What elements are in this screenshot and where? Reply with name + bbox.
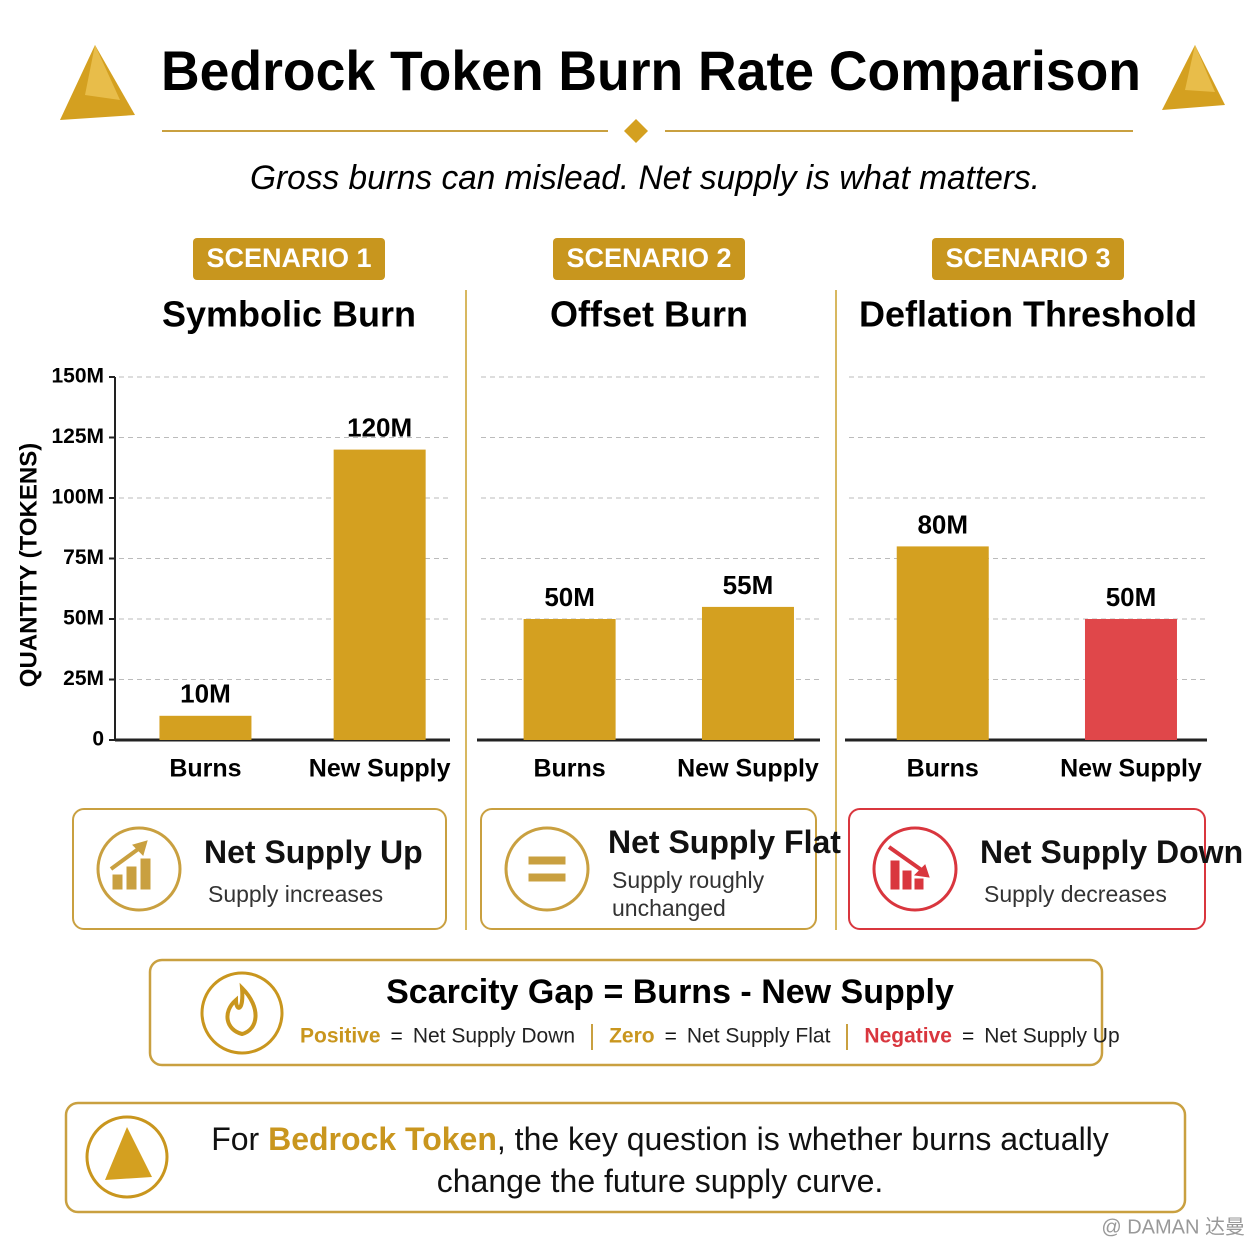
value-label: 55M	[723, 570, 774, 600]
footer-text: For Bedrock Token, the key question is w…	[180, 1118, 1140, 1202]
y-tick-label: 0	[92, 728, 104, 751]
panel-title: Deflation Threshold	[859, 294, 1197, 335]
value-label: 80M	[917, 509, 968, 539]
x-tick-label: Burns	[169, 755, 241, 783]
legend-eq: =	[961, 1024, 975, 1048]
legend-eq: =	[664, 1024, 677, 1048]
outcome-title: Net Supply Up	[204, 834, 423, 870]
legend-separator	[846, 1024, 849, 1050]
x-tick-label: New Supply	[309, 755, 451, 783]
badge-bg	[932, 238, 1124, 280]
outcome-icon	[96, 826, 182, 912]
value-label: 120M	[347, 412, 412, 442]
legend-term: Positive	[300, 1024, 381, 1048]
value-label: 50M	[544, 582, 595, 612]
outcome-title: Net Supply Flat	[608, 824, 841, 860]
legend-term: Negative	[864, 1024, 952, 1048]
value-label: 10M	[180, 679, 231, 709]
outcome-icon	[872, 826, 958, 912]
outcome-text: Supply increases	[208, 881, 384, 907]
x-tick-label: New Supply	[1060, 755, 1202, 783]
logo-left	[60, 45, 135, 120]
subtitle: Gross burns can mislead. Net supply is w…	[250, 159, 1040, 197]
outcome-text: Supply roughly unchanged	[612, 867, 765, 921]
legend-separator	[591, 1024, 594, 1050]
bar	[523, 619, 616, 740]
y-tick-label: 75M	[63, 546, 104, 569]
value-label: 50M	[1106, 582, 1157, 612]
legend-meaning: Net Supply Flat	[686, 1024, 831, 1048]
footer-highlight: Bedrock Token	[268, 1121, 497, 1157]
footer-icon	[85, 1115, 169, 1199]
logo-right	[1162, 45, 1225, 110]
formula-box	[148, 958, 1104, 1067]
footer-box	[64, 1101, 1187, 1214]
y-tick-label: 150M	[51, 365, 104, 388]
outcome-box: Net Supply Flat Supply roughly unchanged	[480, 808, 841, 930]
legend-term: Zero	[609, 1024, 655, 1048]
x-tick-label: New Supply	[677, 755, 819, 783]
footer-logo	[105, 1127, 152, 1180]
formula: Scarcity Gap = Burns - New Supply	[386, 973, 954, 1011]
x-tick-label: Burns	[907, 755, 979, 783]
watermark: @ DAMAN 达曼	[1101, 1215, 1245, 1238]
badge: SCENARIO 1	[206, 243, 371, 273]
bar	[896, 546, 989, 740]
bar	[1084, 619, 1177, 740]
legend-meaning: Net Supply Down	[412, 1024, 576, 1048]
outcome-title: Net Supply Down	[980, 834, 1244, 870]
y-tick-label: 25M	[63, 667, 104, 690]
panel-title: Offset Burn	[550, 294, 748, 335]
flame-icon	[200, 971, 284, 1055]
panel-title: Symbolic Burn	[162, 294, 416, 335]
badge: SCENARIO 2	[566, 243, 731, 273]
title: Bedrock Token Burn Rate Comparison	[161, 39, 1141, 102]
badge-bg	[553, 238, 745, 280]
bar	[701, 606, 794, 740]
formula-legend: Positive = Net Supply Down Zero = Net Supply …	[300, 1024, 1120, 1050]
outcome-icon	[504, 826, 590, 912]
y-tick-label: 125M	[51, 425, 104, 448]
x-tick-label: Burns	[533, 755, 605, 783]
footer-part: For	[211, 1121, 269, 1157]
outcome-text: Supply decreases	[984, 881, 1167, 907]
outcome-box: Net Supply Up Supply increases	[72, 808, 447, 930]
y-tick-label: 50M	[63, 607, 104, 630]
diamond	[624, 119, 648, 143]
flame	[225, 982, 258, 1037]
bar	[333, 449, 426, 740]
legend-eq: =	[390, 1024, 403, 1048]
badge-bg	[193, 238, 385, 280]
outcome-box: Net Supply Down Supply decreases	[848, 808, 1243, 930]
y-tick-label: 100M	[51, 486, 104, 509]
y-axis-label: QUANTITY (TOKENS)	[15, 443, 42, 687]
footer-part: , the key question is whether burns actu…	[436, 1121, 1109, 1199]
legend-meaning: Net Supply Up	[984, 1024, 1120, 1048]
bar	[159, 715, 252, 740]
badge: SCENARIO 3	[945, 243, 1110, 273]
